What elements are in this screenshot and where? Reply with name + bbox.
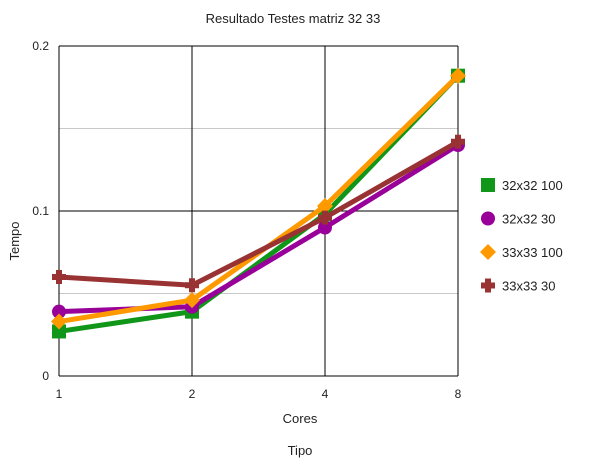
data-point: [52, 304, 66, 319]
series-line: [56, 73, 461, 334]
data-point: [52, 324, 66, 339]
legend-entry: 32x32 30: [481, 211, 556, 227]
data-point: [52, 270, 66, 284]
legend-marker: [481, 211, 495, 226]
data-point: [184, 292, 200, 309]
data-point: [317, 198, 333, 215]
series-1: [52, 68, 465, 339]
y-tick-label: 0: [42, 369, 49, 383]
series-group: [51, 67, 466, 339]
chart-title: Resultado Testes matriz 32 33: [206, 11, 381, 26]
data-point: [451, 134, 465, 149]
x-tick-label: 2: [189, 387, 196, 401]
data-point: [318, 220, 332, 235]
legend-marker: [480, 244, 496, 260]
y-axis-label: Tempo: [7, 221, 22, 260]
x-tick-label: 4: [322, 387, 329, 401]
x-tick-label: 8: [455, 387, 462, 401]
grid: [58, 45, 459, 377]
data-point: [450, 67, 466, 84]
data-point: [185, 278, 199, 293]
series-4: [52, 134, 465, 293]
legend-label: 32x32 30: [502, 212, 556, 227]
legend-label: 32x32 100: [502, 178, 563, 193]
legend-entry: 32x32 100: [481, 178, 563, 193]
series-line: [56, 142, 461, 315]
legend-entry: 33x33 30: [481, 278, 556, 294]
footer-label: Tipo: [288, 443, 313, 458]
series-3: [51, 67, 466, 330]
y-tick-label: 0.2: [32, 39, 49, 53]
legend-marker: [481, 278, 495, 293]
data-point: [51, 313, 67, 330]
data-point: [318, 210, 332, 225]
tick-labels: 0 0.1 0.2 1 2 4 8: [32, 39, 461, 401]
series-line: [56, 139, 461, 288]
legend: 32x32 100 32x32 30 33x33 100 33x33 30: [480, 178, 563, 294]
series-2: [52, 138, 465, 319]
legend-label: 33x33 100: [502, 245, 563, 260]
y-tick-label: 0.1: [32, 204, 49, 218]
legend-entry: 33x33 100: [480, 244, 563, 260]
x-axis-label: Cores: [283, 411, 318, 426]
legend-label: 33x33 30: [502, 279, 556, 294]
x-tick-label: 1: [56, 387, 63, 401]
series-line: [56, 73, 461, 325]
legend-marker: [481, 178, 495, 192]
